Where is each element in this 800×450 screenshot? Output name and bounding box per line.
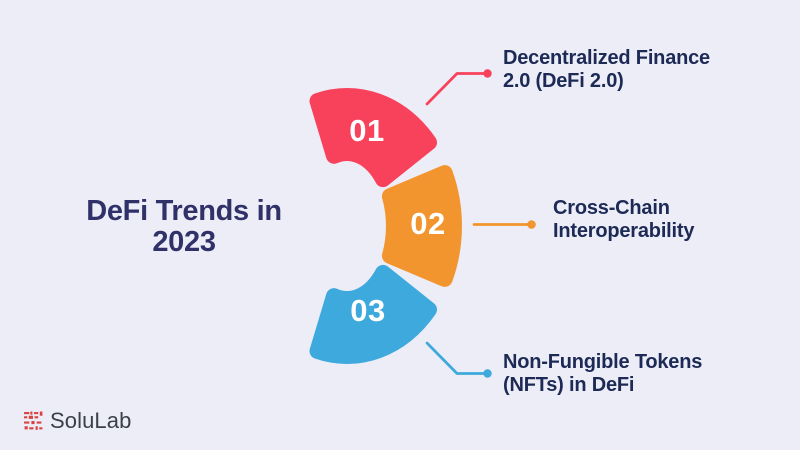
item-label-02-line-1: Cross-Chain bbox=[553, 197, 670, 219]
connector-dot-03 bbox=[483, 369, 492, 378]
segment-03-number: 03 bbox=[350, 293, 386, 328]
brand-name: SoluLab bbox=[50, 408, 132, 433]
segment-03-arc bbox=[309, 264, 437, 365]
segment-01-number: 01 bbox=[349, 113, 385, 148]
item-label-02-line-2: Interoperability bbox=[553, 220, 695, 242]
connector-line-01 bbox=[425, 72, 486, 106]
segment-02-number: 02 bbox=[410, 206, 446, 241]
item-label-02: Cross-Chain Interoperability bbox=[553, 197, 694, 243]
item-label-03-line-1: Non-Fungible Tokens bbox=[503, 351, 703, 373]
item-label-03: Non-Fungible Tokens (NFTs) in DeFi bbox=[503, 351, 702, 397]
page-title-line-2: 2023 bbox=[152, 226, 216, 258]
solulab-logo-icon bbox=[24, 411, 43, 430]
page-title: DeFi Trends in 2023 bbox=[58, 196, 310, 258]
item-label-03-line-2: (NFTs) in DeFi bbox=[503, 374, 635, 396]
brand-footer: SoluLab bbox=[23, 408, 131, 434]
segment-01-arc bbox=[309, 87, 437, 188]
connector-dot-01 bbox=[483, 69, 492, 78]
item-label-01-line-2: 2.0 (DeFi 2.0) bbox=[503, 70, 624, 92]
item-label-01-line-1: Decentralized Finance bbox=[503, 47, 710, 69]
connector-dot-02 bbox=[527, 220, 536, 229]
item-label-01: Decentralized Finance 2.0 (DeFi 2.0) bbox=[503, 47, 710, 93]
segment-02-arc bbox=[381, 165, 462, 287]
page-title-line-1: DeFi Trends in bbox=[86, 195, 282, 227]
connector-line-03 bbox=[425, 341, 486, 375]
